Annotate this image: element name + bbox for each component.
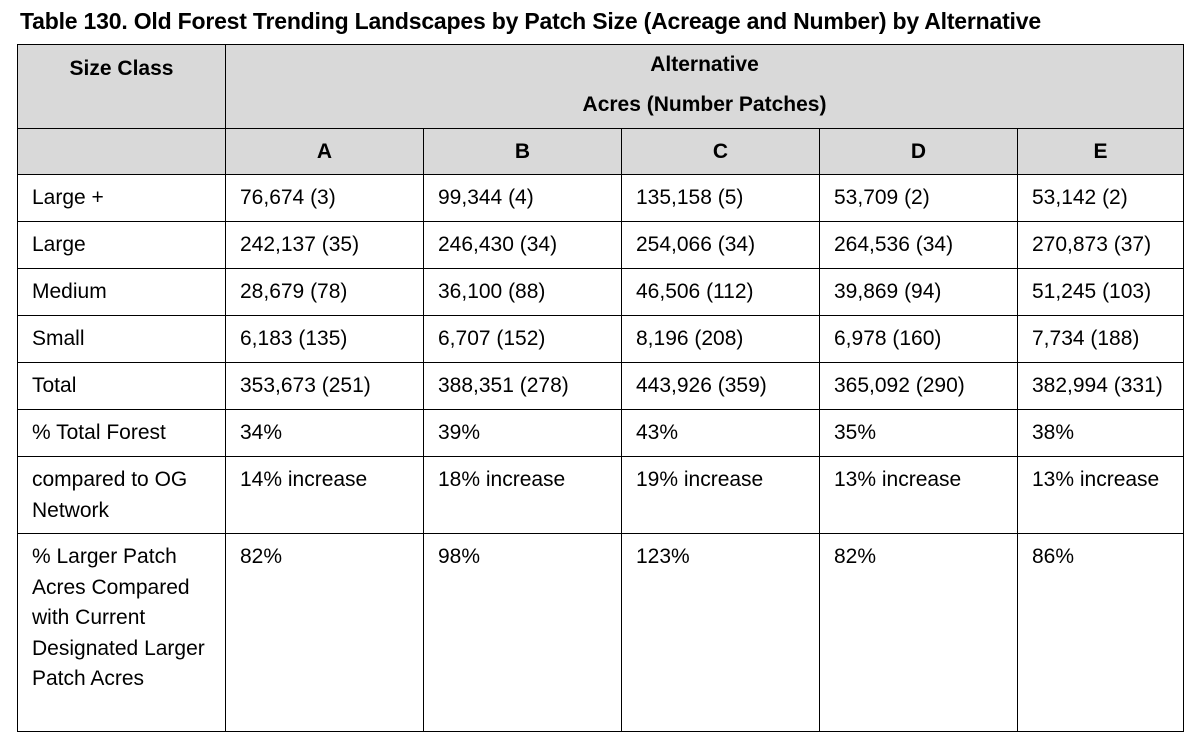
column-letter-blank <box>17 128 226 175</box>
table-cell: 443,926 (359) <box>621 362 820 410</box>
table-cell: 270,873 (37) <box>1017 221 1184 269</box>
table-cell: 82% <box>225 533 424 732</box>
table-cell: 8,196 (208) <box>621 315 820 363</box>
table-cell: 6,183 (135) <box>225 315 424 363</box>
table-cell: 43% <box>621 409 820 457</box>
table-cell: 35% <box>819 409 1018 457</box>
table-cell: 38% <box>1017 409 1184 457</box>
table-row: Large + 76,674 (3) 99,344 (4) 135,158 (5… <box>17 174 1184 222</box>
table-cell: 254,066 (34) <box>621 221 820 269</box>
table-cell: 98% <box>423 533 622 732</box>
table-cell: 13% increase <box>819 456 1018 534</box>
column-letter-row: A B C D E <box>17 128 1184 175</box>
table-row: Large 242,137 (35) 246,430 (34) 254,066 … <box>17 221 1184 269</box>
table-cell: 123% <box>621 533 820 732</box>
size-class-header-label: Size Class <box>69 57 174 80</box>
table-cell: 39,869 (94) <box>819 268 1018 316</box>
table-cell: 51,245 (103) <box>1017 268 1184 316</box>
row-label: Small <box>17 315 226 363</box>
table-cell: 382,994 (331) <box>1017 362 1184 410</box>
table-cell: 388,351 (278) <box>423 362 622 410</box>
table-cell: 46,506 (112) <box>621 268 820 316</box>
size-class-header: Size Class <box>17 44 226 129</box>
table-row: % Total Forest 34% 39% 43% 35% 38% <box>17 409 1184 457</box>
row-label: Medium <box>17 268 226 316</box>
table-cell: 365,092 (290) <box>819 362 1018 410</box>
table-cell: 135,158 (5) <box>621 174 820 222</box>
table-cell: 99,344 (4) <box>423 174 622 222</box>
table-cell: 39% <box>423 409 622 457</box>
table-cell: 246,430 (34) <box>423 221 622 269</box>
row-label: % Larger Patch Acres Compared with Curre… <box>17 533 226 732</box>
alternative-header: Alternative Acres (Number Patches) <box>225 44 1184 129</box>
table-cell: 76,674 (3) <box>225 174 424 222</box>
row-label: Large <box>17 221 226 269</box>
header-row: Size Class Alternative Acres (Number Pat… <box>17 44 1184 129</box>
column-header-d: D <box>819 128 1018 175</box>
table-cell: 19% increase <box>621 456 820 534</box>
table-cell: 53,142 (2) <box>1017 174 1184 222</box>
column-header-a: A <box>225 128 424 175</box>
table-cell: 14% increase <box>225 456 424 534</box>
alternative-header-label: Alternative <box>650 53 759 76</box>
row-label: Total <box>17 362 226 410</box>
data-table: Size Class Alternative Acres (Number Pat… <box>17 44 1184 732</box>
table-cell: 353,673 (251) <box>225 362 424 410</box>
table-cell: 82% <box>819 533 1018 732</box>
table-cell: 86% <box>1017 533 1184 732</box>
table-row: Small 6,183 (135) 6,707 (152) 8,196 (208… <box>17 315 1184 363</box>
table-row: Medium 28,679 (78) 36,100 (88) 46,506 (1… <box>17 268 1184 316</box>
row-label: % Total Forest <box>17 409 226 457</box>
column-header-b: B <box>423 128 622 175</box>
table-cell: 7,734 (188) <box>1017 315 1184 363</box>
column-header-e: E <box>1017 128 1184 175</box>
units-header-label: Acres (Number Patches) <box>582 93 827 116</box>
table-title: Table 130. Old Forest Trending Landscape… <box>20 8 1041 34</box>
table-cell: 34% <box>225 409 424 457</box>
table-cell: 242,137 (35) <box>225 221 424 269</box>
table-cell: 28,679 (78) <box>225 268 424 316</box>
table-cell: 18% increase <box>423 456 622 534</box>
table-cell: 6,707 (152) <box>423 315 622 363</box>
row-label: compared to OG Network <box>17 456 226 534</box>
table-cell: 36,100 (88) <box>423 268 622 316</box>
table-cell: 13% increase <box>1017 456 1184 534</box>
table-cell: 53,709 (2) <box>819 174 1018 222</box>
table-cell: 264,536 (34) <box>819 221 1018 269</box>
row-label: Large + <box>17 174 226 222</box>
table-cell: 6,978 (160) <box>819 315 1018 363</box>
table-row: Total 353,673 (251) 388,351 (278) 443,92… <box>17 362 1184 410</box>
column-header-c: C <box>621 128 820 175</box>
table-row: compared to OG Network 14% increase 18% … <box>17 456 1184 534</box>
table-row: % Larger Patch Acres Compared with Curre… <box>17 533 1184 732</box>
